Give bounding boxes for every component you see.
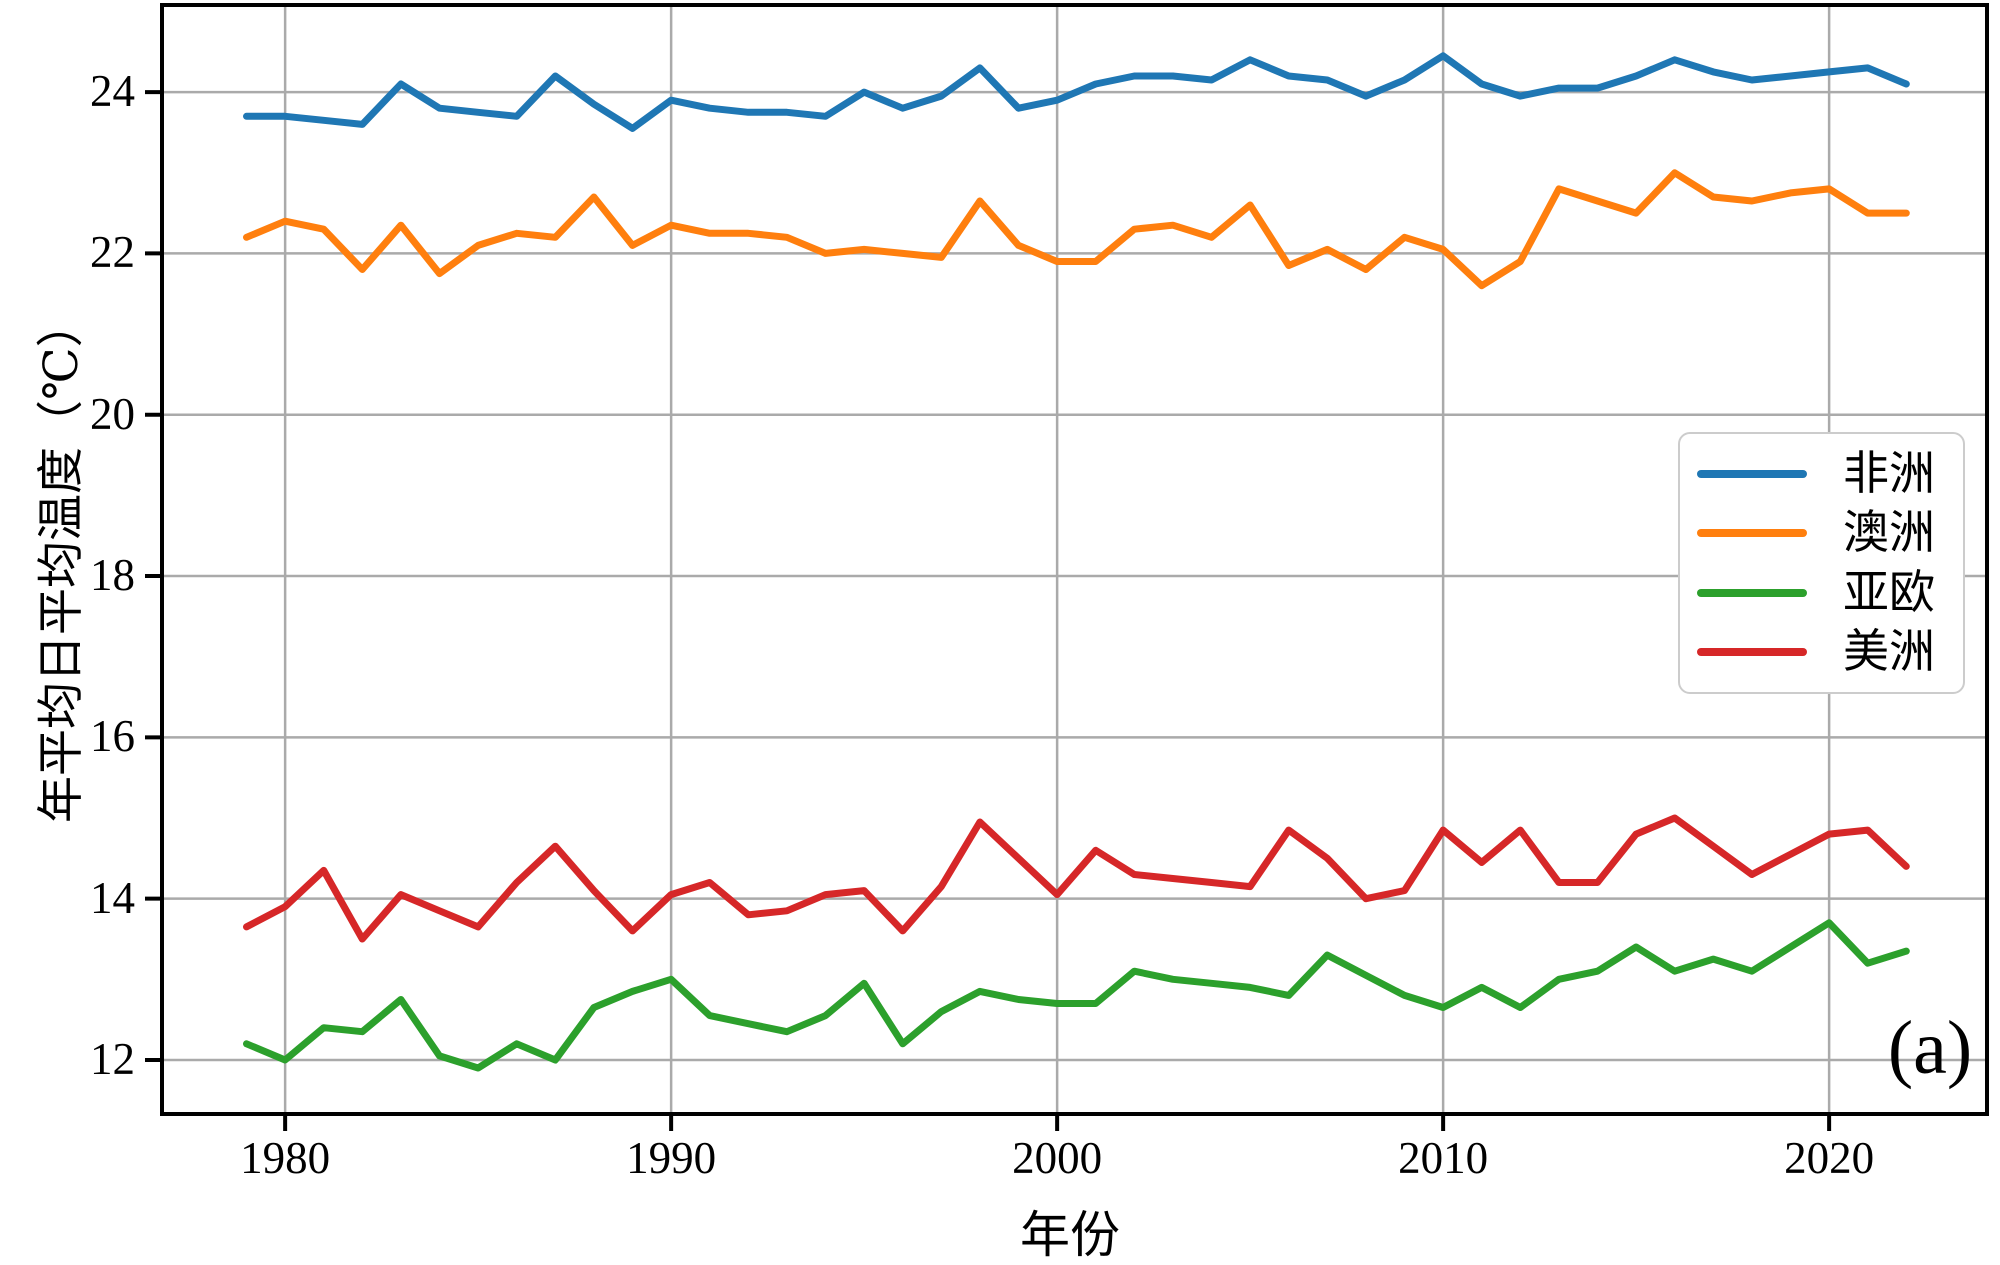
legend-swatch-australia [1697,529,1807,538]
x-tick-label: 2020 [1784,1133,1875,1183]
data-series-lines [243,52,1910,1072]
series-line-非洲 [243,52,1910,132]
series-line-亚欧 [243,919,1910,1072]
x-tick-label: 2000 [1012,1133,1103,1183]
y-tick-label: 22 [90,227,135,278]
legend-label-eurasia: 亚欧 [1843,566,1935,618]
y-tick-label: 12 [90,1033,135,1084]
y-tick-label: 20 [90,388,135,439]
legend: 非洲 澳洲 亚欧 美洲 [1678,432,1965,694]
legend-item-americas: 美洲 [1680,626,1963,678]
y-tick-label: 24 [90,66,135,117]
x-tick-label: 1990 [626,1133,717,1183]
y-tick-label: 18 [90,550,135,601]
axes-border [160,3,1989,1116]
legend-label-americas: 美洲 [1843,626,1935,678]
y-axis-label: 年平均日平均温度（℃） [36,300,88,823]
legend-label-africa: 非洲 [1843,447,1935,499]
legend-item-eurasia: 亚欧 [1680,567,1963,619]
x-tick-label: 2010 [1398,1133,1489,1183]
series-line-美洲 [243,814,1910,943]
legend-label-australia: 澳洲 [1843,507,1935,559]
y-tick-label: 16 [90,711,135,762]
legend-swatch-africa [1697,469,1807,478]
legend-swatch-americas [1697,648,1807,657]
legend-item-australia: 澳洲 [1680,507,1963,559]
x-axis-label: 年份 [1020,1207,1120,1263]
series-line-澳洲 [243,169,1910,290]
x-tick-label: 1980 [240,1133,331,1183]
legend-swatch-eurasia [1697,588,1807,597]
legend-item-africa: 非洲 [1680,448,1963,500]
y-tick-label: 14 [90,872,135,923]
panel-label: (a) [1887,1006,1973,1090]
axis-ticks [145,90,1832,1131]
